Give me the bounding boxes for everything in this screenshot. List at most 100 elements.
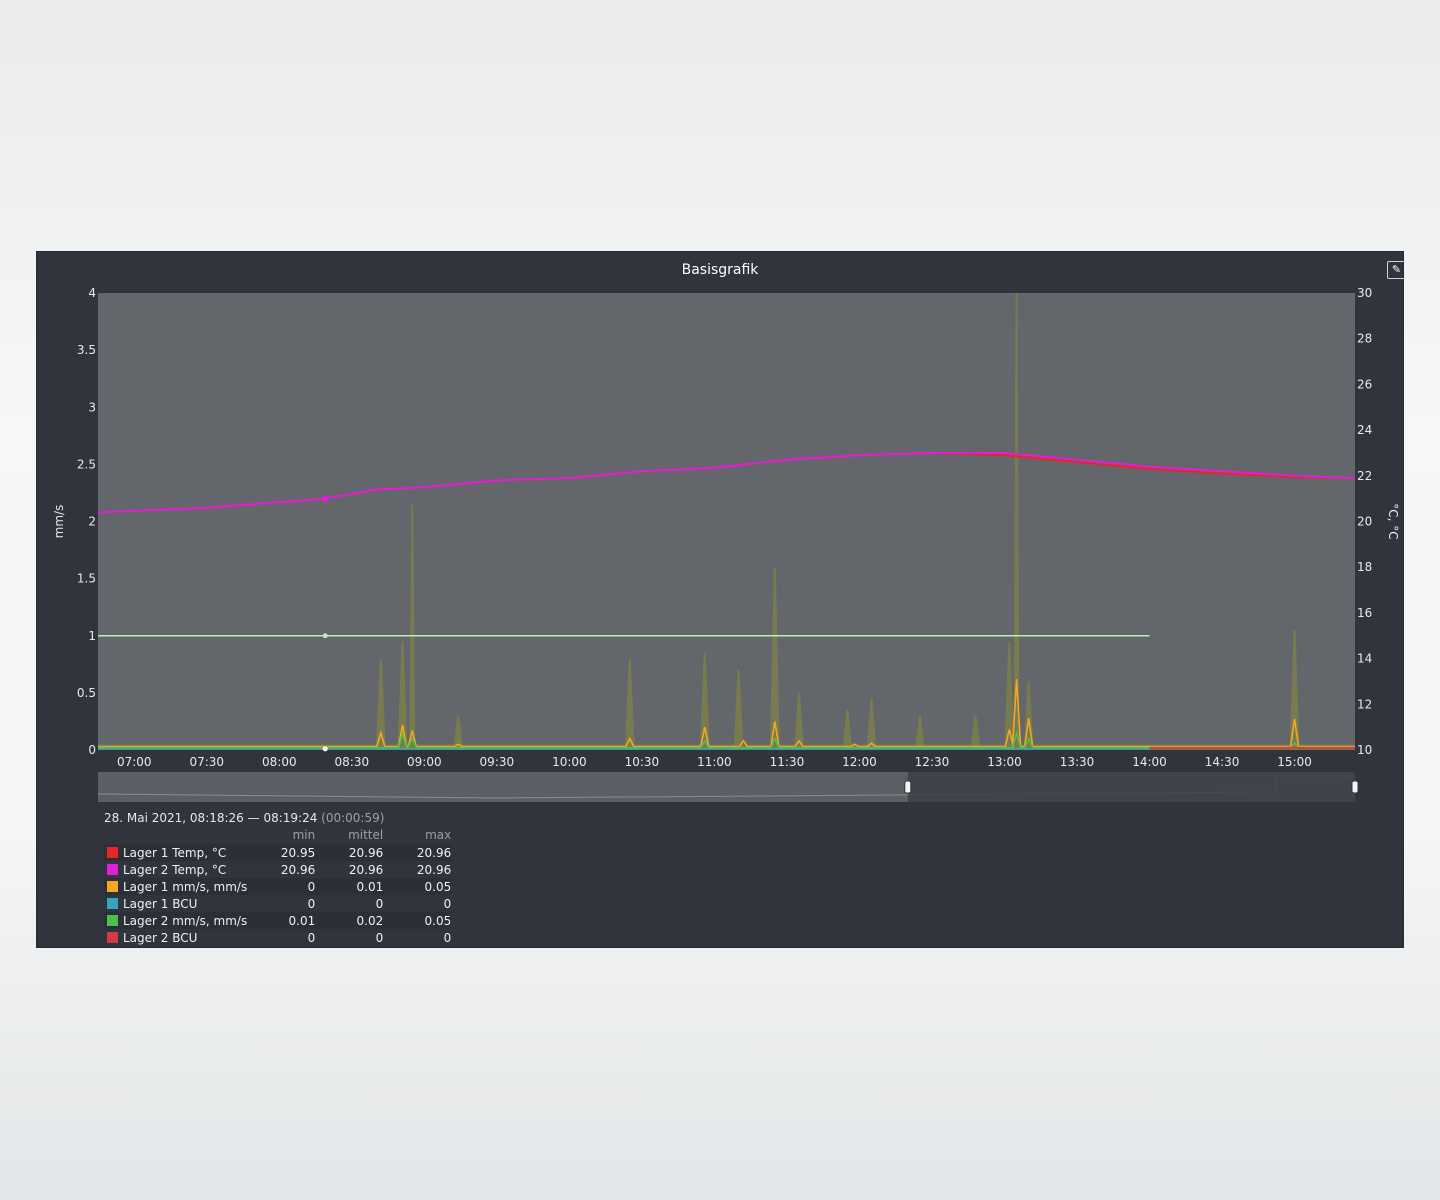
legend-min: 20.96 bbox=[247, 861, 316, 878]
legend-col-mittel: mittel bbox=[348, 828, 384, 842]
legend-min: 0 bbox=[247, 929, 316, 946]
legend-max: 0.05 bbox=[383, 912, 452, 929]
legend-col-max: max bbox=[425, 828, 452, 842]
right-tick-label: 26 bbox=[1357, 377, 1372, 391]
chart-panel: Basisgrafik ✎ 0 0.5 1 1.5 2 2.5 3 3.5 4 10 12 14 16… bbox=[36, 251, 1405, 948]
edit-button[interactable]: ✎ bbox=[1387, 261, 1405, 279]
x-tick-label: 08:00 bbox=[262, 755, 297, 769]
spike-envelope-mark bbox=[794, 692, 805, 750]
right-axis-ticks: 10 12 14 16 18 20 22 24 26 28 30 bbox=[1357, 286, 1372, 757]
right-tick-label: 30 bbox=[1357, 286, 1372, 300]
selection-duration: (00:00:59) bbox=[321, 811, 385, 825]
left-tick-label: 4 bbox=[88, 286, 96, 300]
right-tick-label: 10 bbox=[1357, 743, 1372, 757]
left-tick-label: 3.5 bbox=[77, 343, 96, 357]
legend-min: 0 bbox=[247, 878, 316, 895]
spike-envelope-mark bbox=[970, 715, 981, 750]
x-tick-label: 09:30 bbox=[480, 755, 515, 769]
spike-envelope-mark bbox=[914, 715, 925, 750]
x-tick-label: 07:00 bbox=[117, 755, 152, 769]
legend-series-name: Lager 2 mm/s, mm/s bbox=[123, 913, 248, 928]
left-axis-ticks: 0 0.5 1 1.5 2 2.5 3 3.5 4 bbox=[77, 286, 96, 757]
spike-envelope-mark bbox=[699, 652, 710, 750]
pencil-icon: ✎ bbox=[1391, 263, 1402, 276]
x-tick-label: 12:30 bbox=[915, 755, 950, 769]
legend-row[interactable]: Lager 2 BCU 0 0 0 bbox=[104, 929, 452, 946]
x-tick-label: 09:00 bbox=[407, 755, 442, 769]
left-tick-label: 0.5 bbox=[77, 686, 96, 700]
cursor-marker bbox=[322, 633, 328, 639]
legend-row[interactable]: Lager 2 Temp, °C 20.96 20.96 20.96 bbox=[104, 861, 452, 878]
legend-max: 0 bbox=[383, 895, 452, 912]
series-line[interactable] bbox=[98, 679, 1355, 748]
right-tick-label: 24 bbox=[1357, 423, 1372, 437]
x-tick-label: 10:00 bbox=[552, 755, 587, 769]
legend-row[interactable]: Lager 1 BCU 0 0 0 bbox=[104, 895, 452, 912]
legend-series-name: Lager 1 BCU bbox=[123, 896, 198, 911]
legend-swatch bbox=[107, 914, 118, 926]
spike-envelope-mark bbox=[409, 504, 416, 750]
spike-envelope-mark bbox=[1289, 630, 1300, 750]
legend-mittel: 20.96 bbox=[315, 844, 384, 861]
spike-envelope-mark bbox=[842, 710, 853, 750]
spike-envelope-mark bbox=[733, 670, 744, 750]
spike-envelope-mark bbox=[866, 698, 877, 750]
navigator-selection[interactable] bbox=[907, 772, 1355, 802]
x-tick-label: 13:30 bbox=[1060, 755, 1095, 769]
spike-envelope-mark bbox=[397, 641, 408, 750]
legend-min: 0 bbox=[247, 895, 316, 912]
spike-envelope-mark bbox=[624, 658, 635, 750]
legend-swatch bbox=[107, 846, 118, 858]
legend-max: 0.05 bbox=[383, 878, 452, 895]
spike-envelope-mark bbox=[375, 658, 386, 750]
legend-swatch bbox=[107, 897, 118, 909]
legend-row[interactable]: Lager 1 Temp, °C 20.95 20.96 20.96 bbox=[104, 844, 452, 861]
legend-mittel: 0 bbox=[315, 895, 384, 912]
legend-min: 20.95 bbox=[247, 844, 316, 861]
x-axis-ticks: 07:00 07:30 08:00 08:30 09:00 09:30 10:00 10:30… bbox=[117, 755, 1312, 769]
legend-series-name: Lager 2 BCU bbox=[123, 930, 198, 945]
selection-range: 28. Mai 2021, 08:18:26 — 08:19:24 (00:00… bbox=[104, 811, 384, 825]
right-tick-label: 22 bbox=[1357, 469, 1372, 483]
spike-envelope-mark bbox=[453, 715, 464, 750]
legend-row[interactable]: Lager 1 mm/s, mm/s 0 0.01 0.05 bbox=[104, 878, 452, 895]
series-line[interactable] bbox=[98, 729, 1355, 749]
navigator-handle[interactable] bbox=[1351, 780, 1359, 794]
x-tick-label: 08:30 bbox=[335, 755, 370, 769]
legend-swatch bbox=[107, 863, 118, 875]
legend-series-name: Lager 2 Temp, °C bbox=[123, 862, 227, 877]
x-tick-label: 15:00 bbox=[1277, 755, 1312, 769]
legend-swatch bbox=[107, 880, 118, 892]
cursor-marker bbox=[322, 746, 328, 752]
right-tick-label: 16 bbox=[1357, 606, 1372, 620]
legend-row[interactable]: Lager 2 mm/s, mm/s 0.01 0.02 0.05 bbox=[104, 912, 452, 929]
right-tick-label: 28 bbox=[1357, 332, 1372, 346]
right-axis-label: °C, °C bbox=[1386, 503, 1400, 539]
left-tick-label: 2 bbox=[88, 515, 96, 529]
chart-svg[interactable]: 0 0.5 1 1.5 2 2.5 3 3.5 4 10 12 14 16 18 20 22 24 26 28 30… bbox=[37, 252, 1403, 812]
range-navigator[interactable] bbox=[97, 772, 1359, 802]
spike-envelope-mark bbox=[1004, 641, 1015, 750]
navigator-handle[interactable] bbox=[904, 780, 912, 794]
x-tick-label: 13:00 bbox=[987, 755, 1022, 769]
left-tick-label: 2.5 bbox=[77, 457, 96, 471]
legend-table: min mittel max Lager 1 Temp, °C 20.95 20.9… bbox=[104, 828, 452, 946]
chart-title: Basisgrafik bbox=[681, 262, 759, 278]
legend-mittel: 0.01 bbox=[315, 878, 384, 895]
right-tick-label: 20 bbox=[1357, 515, 1372, 529]
legend-series-name: Lager 1 Temp, °C bbox=[123, 845, 227, 860]
legend-max: 0 bbox=[383, 929, 452, 946]
legend-min: 0.01 bbox=[247, 912, 316, 929]
plot-area[interactable] bbox=[98, 293, 1355, 750]
x-tick-label: 12:00 bbox=[842, 755, 877, 769]
cursor-markers bbox=[322, 495, 329, 752]
left-axis-label: mm/s bbox=[52, 505, 66, 539]
legend-series-name: Lager 1 mm/s, mm/s bbox=[123, 879, 248, 894]
x-tick-label: 14:00 bbox=[1132, 755, 1167, 769]
legend-mittel: 20.96 bbox=[315, 861, 384, 878]
right-tick-label: 18 bbox=[1357, 560, 1372, 574]
x-tick-label: 11:30 bbox=[770, 755, 805, 769]
selection-date-range: 28. Mai 2021, 08:18:26 — 08:19:24 bbox=[104, 811, 318, 825]
spike-envelope-mark bbox=[769, 567, 780, 750]
cursor-marker bbox=[322, 495, 329, 502]
